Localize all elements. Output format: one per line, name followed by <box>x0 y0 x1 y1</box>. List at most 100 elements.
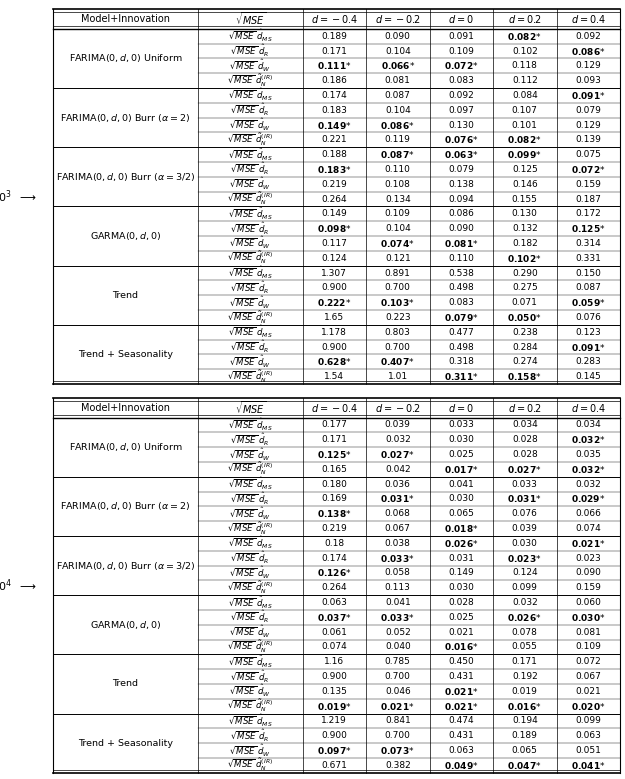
Text: 0.083: 0.083 <box>448 298 474 307</box>
Text: 0.060: 0.060 <box>576 598 601 607</box>
Text: $\sqrt{MSE}\;\tilde{d}_{N}^{(IR)}$: $\sqrt{MSE}\;\tilde{d}_{N}^{(IR)}$ <box>227 520 273 537</box>
Text: $\sqrt{MSE}\;\hat{d}_{MS}$: $\sqrt{MSE}\;\hat{d}_{MS}$ <box>228 324 272 340</box>
Text: $\sqrt{MSE}\;\tilde{d}_{N}^{(IR)}$: $\sqrt{MSE}\;\tilde{d}_{N}^{(IR)}$ <box>227 191 273 207</box>
Text: 0.039: 0.039 <box>385 421 411 429</box>
Text: $\mathbf{0.099}$$*$: $\mathbf{0.099}$$*$ <box>508 149 542 160</box>
Text: GARMA$(0,d,0)$: GARMA$(0,d,0)$ <box>89 230 161 242</box>
Text: 0.498: 0.498 <box>448 284 474 292</box>
Text: 0.028: 0.028 <box>448 598 474 607</box>
Text: 0.900: 0.900 <box>321 731 348 740</box>
Text: 0.076: 0.076 <box>512 509 538 518</box>
Text: 0.099: 0.099 <box>576 717 601 725</box>
Text: 0.067: 0.067 <box>576 672 601 681</box>
Text: 0.119: 0.119 <box>385 136 411 144</box>
Text: $\sqrt{MSE}\;\hat{d}_{W}$: $\sqrt{MSE}\;\hat{d}_{W}$ <box>229 176 271 192</box>
Text: $\mathbf{0.037}$$*$: $\mathbf{0.037}$$*$ <box>317 612 352 623</box>
Text: $\mathbf{0.031}$$*$: $\mathbf{0.031}$$*$ <box>508 493 542 505</box>
Text: $\sqrt{MSE}\;\hat{d}_{W}$: $\sqrt{MSE}\;\hat{d}_{W}$ <box>229 742 271 759</box>
Text: 0.033: 0.033 <box>512 480 538 488</box>
Text: 0.025: 0.025 <box>448 613 474 622</box>
Text: Model+Innovation: Model+Innovation <box>81 14 170 24</box>
Text: $\mathbf{0.103}$$*$: $\mathbf{0.103}$$*$ <box>381 297 415 308</box>
Text: 0.109: 0.109 <box>385 210 411 218</box>
Text: $\mathbf{0.030}$$*$: $\mathbf{0.030}$$*$ <box>571 612 606 623</box>
Text: 0.477: 0.477 <box>448 328 474 337</box>
Text: 0.063: 0.063 <box>448 746 474 755</box>
Text: 0.058: 0.058 <box>385 569 411 577</box>
Text: 0.171: 0.171 <box>321 47 348 55</box>
Text: $\sqrt{MSE}\;\hat{d}_{R}$: $\sqrt{MSE}\;\hat{d}_{R}$ <box>231 102 270 118</box>
Text: 0.113: 0.113 <box>385 583 411 592</box>
Text: $d=0$: $d=0$ <box>449 402 474 414</box>
Text: 0.021: 0.021 <box>576 687 601 696</box>
Text: 0.891: 0.891 <box>385 269 411 277</box>
Text: 0.094: 0.094 <box>448 195 474 203</box>
Text: 0.079: 0.079 <box>576 106 601 115</box>
Text: 0.900: 0.900 <box>321 284 348 292</box>
Text: $\mathbf{0.027}$$*$: $\mathbf{0.027}$$*$ <box>381 449 415 460</box>
Text: 0.112: 0.112 <box>512 76 538 85</box>
Text: FARIMA$(0,d,0)$ Burr $(\alpha=2)$: FARIMA$(0,d,0)$ Burr $(\alpha=2)$ <box>60 500 191 513</box>
Text: Model+Innovation: Model+Innovation <box>81 403 170 413</box>
Text: 0.145: 0.145 <box>576 372 601 381</box>
Text: $\mathbf{0.020}$$*$: $\mathbf{0.020}$$*$ <box>571 700 606 712</box>
Text: 0.219: 0.219 <box>321 180 347 189</box>
Text: $\sqrt{MSE}\;\hat{d}_{W}$: $\sqrt{MSE}\;\hat{d}_{W}$ <box>229 235 271 252</box>
Text: 0.038: 0.038 <box>385 539 411 548</box>
Text: $\mathbf{0.125}$$*$: $\mathbf{0.125}$$*$ <box>317 449 352 460</box>
Text: $10^3$  $\longrightarrow$: $10^3$ $\longrightarrow$ <box>0 189 38 205</box>
Text: 0.900: 0.900 <box>321 343 348 351</box>
Text: 1.16: 1.16 <box>324 657 344 666</box>
Text: $\sqrt{MSE}\;\tilde{d}_{N}^{(IR)}$: $\sqrt{MSE}\;\tilde{d}_{N}^{(IR)}$ <box>227 698 273 714</box>
Text: 0.123: 0.123 <box>576 328 601 337</box>
Text: Trend: Trend <box>112 679 138 689</box>
Text: 1.01: 1.01 <box>388 372 408 381</box>
Text: $\mathbf{0.072}$$*$: $\mathbf{0.072}$$*$ <box>444 60 479 72</box>
Text: 0.498: 0.498 <box>448 343 474 351</box>
Text: $\mathbf{0.087}$$*$: $\mathbf{0.087}$$*$ <box>381 149 415 160</box>
Text: 0.177: 0.177 <box>321 421 348 429</box>
Text: 0.074: 0.074 <box>576 524 601 533</box>
Text: 0.155: 0.155 <box>512 195 538 203</box>
Text: $\sqrt{MSE}\;\hat{d}_{R}$: $\sqrt{MSE}\;\hat{d}_{R}$ <box>231 432 270 448</box>
Text: $\mathbf{0.017}$$*$: $\mathbf{0.017}$$*$ <box>444 464 479 475</box>
Text: $\mathbf{0.628}$$*$: $\mathbf{0.628}$$*$ <box>317 356 352 368</box>
Text: 0.109: 0.109 <box>448 47 474 55</box>
Text: $\sqrt{MSE}\;\tilde{d}_{N}^{(IR)}$: $\sqrt{MSE}\;\tilde{d}_{N}^{(IR)}$ <box>227 580 273 596</box>
Text: 0.290: 0.290 <box>512 269 538 277</box>
Text: $\mathbf{0.047}$$*$: $\mathbf{0.047}$$*$ <box>508 760 542 771</box>
Text: $\sqrt{MSE}\;\hat{d}_{W}$: $\sqrt{MSE}\;\hat{d}_{W}$ <box>229 117 271 133</box>
Text: $\mathbf{0.081}$$*$: $\mathbf{0.081}$$*$ <box>444 238 479 249</box>
Text: $\sqrt{MSE}\;\tilde{d}_{N}^{(IR)}$: $\sqrt{MSE}\;\tilde{d}_{N}^{(IR)}$ <box>227 639 273 655</box>
Text: $\sqrt{MSE}\;\hat{d}_{MS}$: $\sqrt{MSE}\;\hat{d}_{MS}$ <box>228 265 272 281</box>
Text: 0.092: 0.092 <box>576 32 601 41</box>
Text: 0.021: 0.021 <box>448 628 474 636</box>
Text: $\mathbf{0.407}$$*$: $\mathbf{0.407}$$*$ <box>381 356 415 368</box>
Text: $\mathbf{0.091}$$*$: $\mathbf{0.091}$$*$ <box>571 341 606 353</box>
Text: 0.090: 0.090 <box>448 224 474 233</box>
Text: 0.078: 0.078 <box>512 628 538 636</box>
Text: $d=-0.4$: $d=-0.4$ <box>311 13 358 25</box>
Text: 1.178: 1.178 <box>321 328 348 337</box>
Text: 0.086: 0.086 <box>448 210 474 218</box>
Text: 0.149: 0.149 <box>321 210 347 218</box>
Text: 1.307: 1.307 <box>321 269 348 277</box>
Text: $\sqrt{MSE}\;\hat{d}_{W}$: $\sqrt{MSE}\;\hat{d}_{W}$ <box>229 624 271 640</box>
Text: 0.134: 0.134 <box>385 195 411 203</box>
Text: $\mathbf{0.026}$$*$: $\mathbf{0.026}$$*$ <box>508 612 542 623</box>
Text: 1.54: 1.54 <box>324 372 344 381</box>
Text: 0.039: 0.039 <box>512 524 538 533</box>
Text: $\mathbf{0.021}$$*$: $\mathbf{0.021}$$*$ <box>444 700 479 712</box>
Text: $\sqrt{MSE}\;\hat{d}_{R}$: $\sqrt{MSE}\;\hat{d}_{R}$ <box>231 491 270 507</box>
Text: 0.093: 0.093 <box>576 76 601 85</box>
Text: 0.284: 0.284 <box>512 343 538 351</box>
Text: 0.538: 0.538 <box>448 269 474 277</box>
Text: $\mathbf{0.033}$$*$: $\mathbf{0.033}$$*$ <box>381 552 415 564</box>
Text: 0.061: 0.061 <box>321 628 348 636</box>
Text: 0.138: 0.138 <box>448 180 474 189</box>
Text: $\sqrt{MSE}\;\hat{d}_{R}$: $\sqrt{MSE}\;\hat{d}_{R}$ <box>231 550 270 566</box>
Text: 0.700: 0.700 <box>385 731 411 740</box>
Text: 0.032: 0.032 <box>576 480 601 488</box>
Text: 0.081: 0.081 <box>576 628 601 636</box>
Text: $\sqrt{MSE}\;\hat{d}_{W}$: $\sqrt{MSE}\;\hat{d}_{W}$ <box>229 565 271 581</box>
